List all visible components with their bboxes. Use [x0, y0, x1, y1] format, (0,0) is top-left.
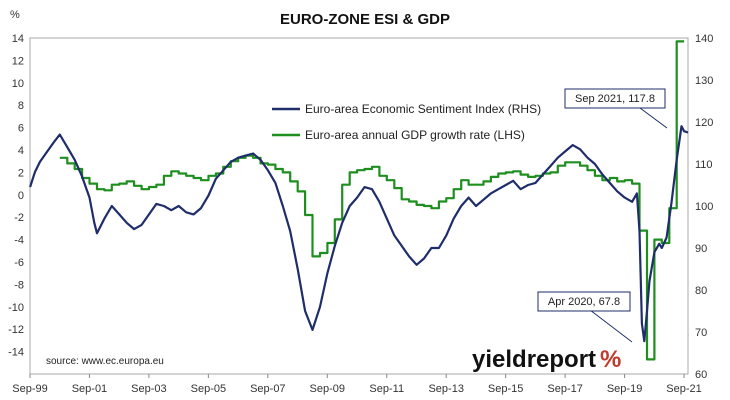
- left-tick-label: 2: [18, 167, 24, 179]
- esi-series-line: [29, 125, 689, 343]
- left-tick-label: 14: [12, 33, 24, 45]
- left-tick-label: 10: [12, 78, 24, 90]
- left-tick-label: -10: [8, 302, 24, 314]
- legend: Euro-area Economic Sentiment Index (RHS)…: [272, 102, 541, 142]
- right-tick-label: 120: [695, 117, 713, 129]
- x-tick-label: Sep-03: [131, 383, 166, 395]
- legend-label-gdp: Euro-area annual GDP growth rate (LHS): [305, 128, 525, 142]
- right-tick-label: 140: [695, 33, 713, 45]
- plot-frame: [29, 37, 689, 375]
- left-tick-label: 12: [12, 55, 24, 67]
- annotation-sep-2021: Sep 2021, 117.8: [564, 88, 668, 129]
- annotation-apr-2020: Apr 2020, 67.8: [537, 291, 633, 343]
- left-tick-label: -6: [14, 257, 24, 269]
- right-tick-label: 100: [695, 201, 713, 213]
- x-tick-label: Sep-19: [607, 383, 642, 395]
- yieldreport-logo: yieldreport%: [472, 346, 621, 373]
- right-axis-ticks: 140 130 120 110 100 90 80 70 60: [695, 33, 713, 381]
- x-tick-label: Sep-99: [12, 383, 47, 395]
- right-tick-label: 60: [695, 369, 707, 381]
- left-tick-label: 0: [18, 190, 24, 202]
- left-tick-label: 8: [18, 100, 24, 112]
- left-tick-label: -14: [8, 347, 24, 359]
- annotation-apr-2020-label: Apr 2020, 67.8: [548, 296, 620, 308]
- left-tick-label: -4: [14, 235, 24, 247]
- left-tick-label: 4: [18, 145, 24, 157]
- x-tick-label: Sep-21: [666, 383, 701, 395]
- x-tick-label: Sep-09: [310, 383, 345, 395]
- annotation-sep-2021-label: Sep 2021, 117.8: [575, 93, 655, 105]
- x-tick-label: Sep-11: [369, 383, 404, 395]
- legend-label-esi: Euro-area Economic Sentiment Index (RHS): [305, 102, 541, 116]
- x-tick-label: Sep-15: [488, 383, 523, 395]
- x-axis-ticks: Sep-99 Sep-01 Sep-03 Sep-05 Sep-07 Sep-09 Sep-…: [12, 374, 702, 395]
- right-tick-label: 70: [695, 327, 707, 339]
- right-tick-label: 130: [695, 75, 713, 87]
- right-tick-label: 110: [695, 159, 713, 171]
- x-tick-label: Sep-13: [428, 383, 463, 395]
- annotation-sep-2021-box: [564, 88, 666, 109]
- right-tick-label: 90: [695, 243, 707, 255]
- x-tick-label: Sep-05: [191, 383, 226, 395]
- left-tick-label: -2: [14, 212, 24, 224]
- x-tick-label: Sep-17: [547, 383, 582, 395]
- series-layer: [29, 40, 689, 361]
- annotation-apr-2020-box: [537, 291, 631, 312]
- left-tick-label: -8: [14, 279, 24, 291]
- left-tick-label: 6: [18, 123, 24, 135]
- logo-text: yieldreport%: [472, 346, 621, 373]
- x-tick-label: Sep-07: [250, 383, 285, 395]
- source-note: source: www.ec.europa.eu: [46, 356, 164, 367]
- right-tick-label: 80: [695, 285, 707, 297]
- chart-title: EURO-ZONE ESI & GDP: [280, 11, 450, 28]
- x-tick-label: Sep-01: [72, 383, 107, 395]
- left-tick-label: -12: [8, 324, 24, 336]
- gdp-series-line: [59, 40, 685, 361]
- logo-text-main: yieldreport: [472, 346, 596, 373]
- annotation-apr-2020-leader: [589, 309, 633, 343]
- logo-text-pct: %: [600, 346, 621, 373]
- left-axis-ticks: 14 12 10 8 6 4 2 0 -2 -4 -6 -8 -10 -12 -14: [8, 33, 24, 359]
- left-axis-unit: %: [10, 9, 20, 21]
- annotation-sep-2021-leader: [639, 107, 668, 129]
